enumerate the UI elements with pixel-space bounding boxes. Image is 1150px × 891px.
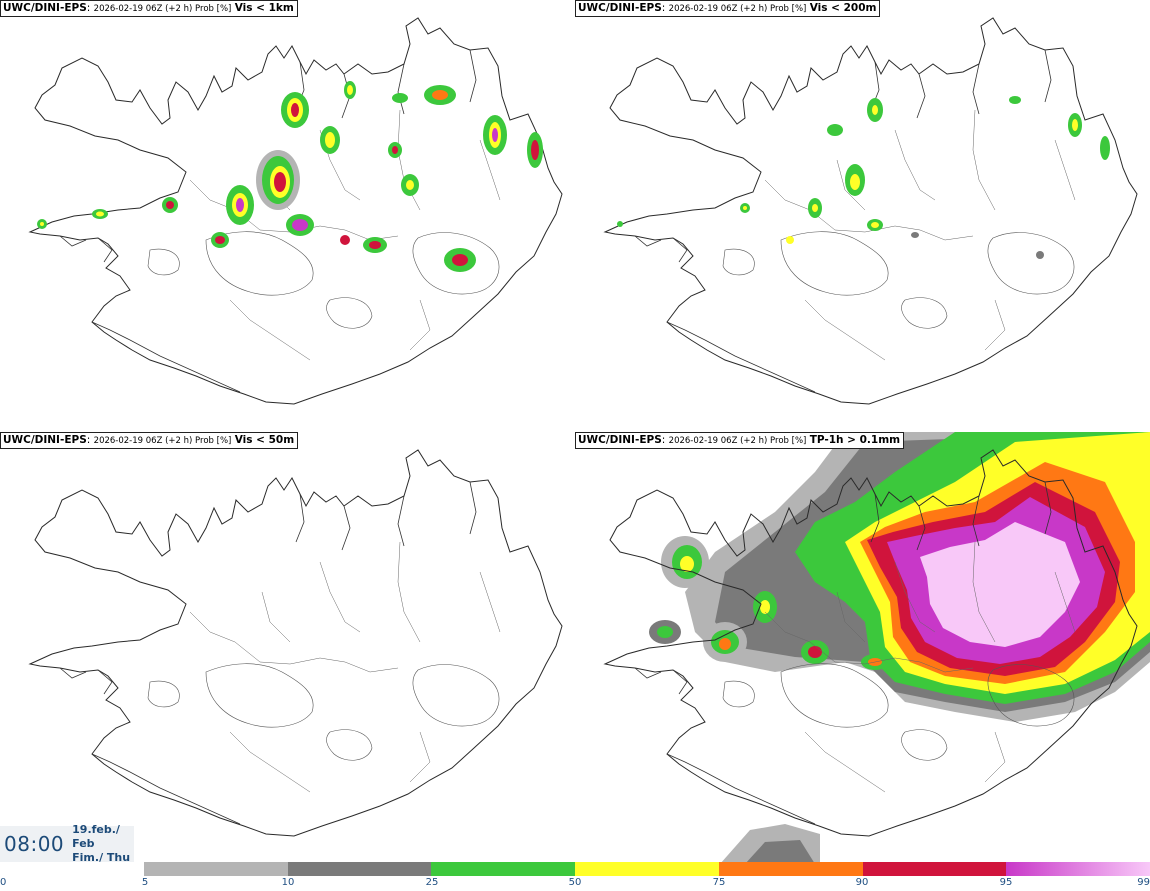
probability-field (617, 96, 1110, 259)
valid-date-line2: Fim./ Thu (72, 851, 131, 864)
iceland-map (604, 432, 1150, 862)
probability-field (37, 81, 543, 272)
iceland-map (604, 17, 1138, 405)
iceland-map (29, 17, 563, 405)
map-panel-precip: UWC/DINI-EPS: 2026-02-19 06Z (+2 h) Prob… (575, 432, 1150, 862)
legend-tick: 90 (855, 877, 869, 888)
legend-tick: 25 (425, 877, 439, 888)
map-panel-vis-50m: UWC/DINI-EPS: 2026-02-19 06Z (+2 h) Prob… (0, 432, 575, 862)
panel-title: UWC/DINI-EPS: 2026-02-19 06Z (+2 h) Prob… (0, 0, 298, 17)
legend-swatch-5-10 (144, 862, 288, 876)
legend-tick: 95 (999, 877, 1013, 888)
legend-tick: 99 (1137, 877, 1150, 888)
legend-tick: 0 (0, 877, 7, 888)
legend-swatch-95-99 (1006, 862, 1150, 876)
map-panel-vis-1km: UWC/DINI-EPS: 2026-02-19 06Z (+2 h) Prob… (0, 0, 575, 430)
probability-legend (144, 862, 1150, 876)
legend-tick: 50 (568, 877, 582, 888)
panel-title: UWC/DINI-EPS: 2026-02-19 06Z (+2 h) Prob… (575, 0, 881, 17)
valid-date-line1: 19.feb./ Feb (72, 823, 120, 850)
valid-date: 19.feb./ Feb Fim./ Thu (72, 823, 134, 865)
legend-swatch-90-95 (862, 862, 1007, 876)
panel-title: UWC/DINI-EPS: 2026-02-19 06Z (+2 h) Prob… (575, 432, 905, 449)
legend-swatch-75-90 (718, 862, 863, 876)
legend-tick: 10 (281, 877, 295, 888)
valid-time-box: 08:00 19.feb./ Feb Fim./ Thu (0, 823, 134, 865)
panel-title: UWC/DINI-EPS: 2026-02-19 06Z (+2 h) Prob… (0, 432, 299, 449)
legend-swatch-50-75 (575, 862, 719, 876)
legend-swatch-25-50 (431, 862, 576, 876)
map-panel-vis-200m: UWC/DINI-EPS: 2026-02-19 06Z (+2 h) Prob… (575, 0, 1150, 430)
legend-tick: 75 (712, 877, 726, 888)
iceland-map (29, 449, 563, 837)
legend-tick: 5 (141, 877, 149, 888)
legend-swatch-10-25 (287, 862, 432, 876)
probability-field (649, 432, 1150, 862)
valid-time: 08:00 (4, 832, 65, 856)
